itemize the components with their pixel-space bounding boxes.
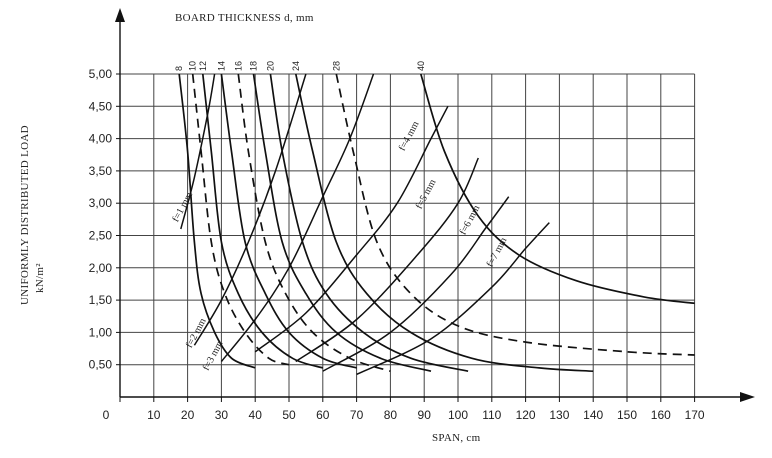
thickness-tick-label: 24 bbox=[291, 61, 301, 71]
thickness-curve-16 bbox=[237, 73, 391, 373]
thickness-curve-14 bbox=[220, 73, 357, 369]
axes bbox=[115, 8, 755, 402]
x-tick-label: 70 bbox=[350, 408, 364, 422]
deflection-curve-4 bbox=[254, 105, 449, 353]
x-tick-label: 100 bbox=[448, 408, 468, 422]
thickness-tick-label: 14 bbox=[216, 61, 226, 71]
y-axis-unit: kN/m² bbox=[34, 263, 46, 293]
x-tick-label: 80 bbox=[384, 408, 398, 422]
x-tick-label: 160 bbox=[651, 408, 671, 422]
y-tick-label: 2,50 bbox=[89, 229, 113, 243]
x-tick-label: 10 bbox=[147, 408, 161, 422]
thickness-tick-label: 40 bbox=[416, 61, 426, 71]
thickness-tick-label: 18 bbox=[249, 61, 259, 71]
thickness-curve-12 bbox=[201, 73, 324, 369]
x-tick-label: 40 bbox=[249, 408, 263, 422]
x-tick-label: 110 bbox=[482, 408, 501, 422]
y-tick-label: 1,00 bbox=[89, 325, 113, 339]
thickness-tick-label: 8 bbox=[174, 66, 184, 71]
x-tick-label: 140 bbox=[583, 408, 603, 422]
thickness-curve-10 bbox=[191, 73, 290, 366]
x-tick-label: 60 bbox=[316, 408, 330, 422]
thickness-curve-18 bbox=[252, 73, 432, 373]
thickness-tick-label: 12 bbox=[198, 61, 208, 71]
deflection-label: f=3 mm bbox=[201, 339, 226, 373]
thickness-tick-label: 20 bbox=[265, 61, 275, 71]
y-tick-label: 0,50 bbox=[89, 358, 113, 372]
x-tick-label: 170 bbox=[685, 408, 705, 422]
x-tick-label: 90 bbox=[418, 408, 432, 422]
x-tick-label: 0 bbox=[103, 408, 110, 422]
thickness-curve-40 bbox=[419, 73, 695, 305]
thickness-tick-label: 10 bbox=[188, 61, 198, 71]
thickness-tick-label: 16 bbox=[233, 61, 243, 71]
y-axis-title: UNIFORMLY DISTRIBUTED LOAD bbox=[19, 125, 31, 305]
x-tick-label: 30 bbox=[215, 408, 229, 422]
curve-layer bbox=[178, 73, 695, 376]
thickness-curve-20 bbox=[269, 73, 469, 373]
x-axis-arrow-icon bbox=[740, 392, 755, 402]
x-axis-title: SPAN, cm bbox=[432, 432, 481, 444]
y-tick-label: 5,00 bbox=[89, 67, 113, 81]
deflection-curve-7 bbox=[356, 222, 550, 376]
y-tick-label: 3,00 bbox=[89, 196, 113, 210]
thickness-tick-label: 28 bbox=[331, 61, 341, 71]
deflection-curve-3 bbox=[220, 73, 375, 362]
labels: BOARD THICKNESS d, mm SPAN, cm UNIFORMLY… bbox=[19, 12, 705, 444]
chart-title: BOARD THICKNESS d, mm bbox=[175, 12, 314, 24]
deflection-label: f=7 mm bbox=[485, 236, 510, 270]
thickness-curve-24 bbox=[294, 73, 594, 373]
y-tick-label: 2,00 bbox=[89, 261, 113, 275]
x-tick-label: 50 bbox=[282, 408, 296, 422]
thickness-curve-28 bbox=[335, 73, 695, 356]
deflection-label: f=5 mm bbox=[414, 177, 439, 211]
y-tick-label: 3,50 bbox=[89, 164, 113, 178]
grid bbox=[120, 73, 696, 397]
deflection-label: f=4 mm bbox=[397, 119, 422, 153]
x-tick-label: 150 bbox=[617, 408, 637, 422]
deflection-curve-6 bbox=[322, 196, 510, 372]
deflection-curve-2 bbox=[193, 73, 307, 346]
deflection-label: f=6 mm bbox=[458, 203, 483, 237]
x-tick-label: 120 bbox=[516, 408, 536, 422]
y-tick-label: 4,50 bbox=[89, 99, 113, 113]
y-tick-label: 4,00 bbox=[89, 132, 113, 146]
deflection-curve-5 bbox=[295, 157, 479, 363]
x-tick-label: 20 bbox=[181, 408, 195, 422]
deflection-curve-1 bbox=[180, 73, 216, 230]
y-tick-label: 1,50 bbox=[89, 293, 113, 307]
y-axis-arrow-icon bbox=[115, 8, 125, 22]
x-tick-label: 130 bbox=[549, 408, 569, 422]
thickness-curve-8 bbox=[178, 73, 256, 369]
